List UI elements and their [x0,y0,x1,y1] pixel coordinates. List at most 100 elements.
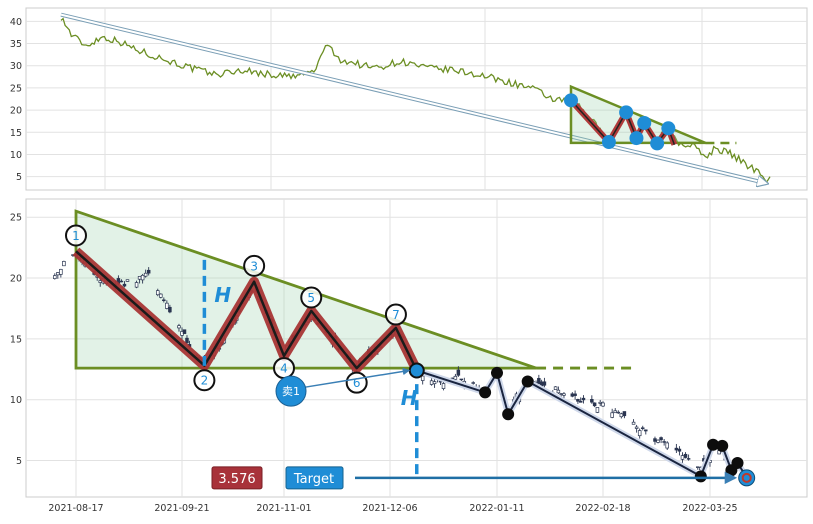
pivot-circle [65,224,87,247]
detail-x-tick-label: 2021-08-17 [48,503,103,514]
overview-y-tick-label: 25 [10,83,22,94]
candle-down [659,437,663,441]
pivot-number: 1 [72,229,80,243]
candle-up [453,375,458,380]
candle-up [56,272,60,276]
target-value-badge [211,466,263,490]
candle-up [420,375,425,381]
pivot-number: 7 [392,308,400,322]
candle-up [177,325,181,329]
height-label: H [214,283,231,307]
candle-down [677,448,682,452]
target-label-badge [285,466,344,490]
overview-pivot-marker [619,105,634,120]
candle-up [610,412,614,418]
overview-pivot-marker [629,131,644,146]
overview-y-tick-label: 30 [10,61,22,72]
candle-up [616,411,621,414]
overview-panel: 5 10 15 20 25 30 35 40 [10,7,808,191]
detail-x-tick-label: 2021-09-21 [154,503,209,514]
candle-down [459,378,464,381]
candle-down [640,427,645,429]
projection-dot [502,408,515,421]
candle-down [182,329,187,334]
pivot-number: 4 [280,362,288,376]
pivot-number: 5 [307,291,315,305]
target-end-ring [741,472,752,483]
candle-down [644,429,648,432]
projection-dot [521,375,534,388]
projection-dot [707,438,720,451]
detail-x-tick-label: 2021-12-06 [362,503,417,514]
candle-up [598,401,602,404]
candle-down [578,400,583,403]
pivot-circle [384,303,407,326]
candle-up [613,410,617,414]
candle-down [542,381,547,386]
candle-down [119,280,124,283]
projection-dot [716,439,729,452]
projection-dot [491,366,503,379]
candle-up [432,381,437,385]
candle-down [162,299,166,302]
candle-up [556,389,561,394]
candle-down [168,306,172,313]
candle-up [143,272,148,277]
detail-x-tick-label: 2022-03-25 [682,503,737,514]
candle-down [622,411,627,417]
candle-up [601,402,605,407]
detail-x-tick-label: 2021-11-01 [256,503,311,514]
candle-up [562,393,566,396]
pivot-number: 3 [250,259,258,273]
candle-up [656,439,660,443]
detail-x-tick-label: 2022-01-11 [469,503,524,514]
candle-up [471,382,475,384]
candle-up [696,466,700,468]
overview-y-tick-label: 35 [10,39,22,50]
pivot-number: 6 [353,376,361,390]
detail-x-tick-label: 2022-02-18 [575,503,630,514]
sell-marker [275,375,307,407]
candle-up [553,386,558,391]
overview-y-tick-label: 15 [10,128,22,139]
overview-trend-arrow [60,13,767,184]
target-label-text: Target [293,472,334,487]
candle-down [674,447,679,451]
overview-pivot-marker [661,121,676,136]
sell-arrow [304,367,411,388]
candle-up [156,290,160,296]
target-end-marker [738,469,756,487]
candle-down [686,458,691,460]
candle-up [559,393,563,395]
candle-up [159,293,163,298]
candle-down [456,369,461,376]
pivot-circle [193,369,216,392]
candle-up [165,302,169,309]
overview-pivot-marker [637,115,652,130]
candle-down [573,393,577,396]
detail-y-tick-label: 15 [10,334,22,345]
candle-up [441,383,446,389]
candle-up [595,407,600,413]
candle-down [581,397,586,401]
target-value-text: 3.576 [218,472,255,487]
candle-up [634,426,639,429]
detail-y-tick-label: 25 [10,213,22,224]
candle-up [134,282,139,288]
candle-up [140,274,145,281]
candle-up [680,455,685,460]
candle-down [662,441,666,443]
candle-down [570,393,575,397]
candle-up [98,280,102,283]
candle-down [653,438,657,442]
sell-label: 卖1 [282,385,300,398]
candle-up [637,430,642,437]
detail-plot-area [25,198,808,498]
overview-y-tick-label: 5 [16,172,22,183]
detail-y-tick-label: 5 [16,456,22,467]
candle-up [59,268,63,275]
detail-pattern-line [75,250,418,372]
